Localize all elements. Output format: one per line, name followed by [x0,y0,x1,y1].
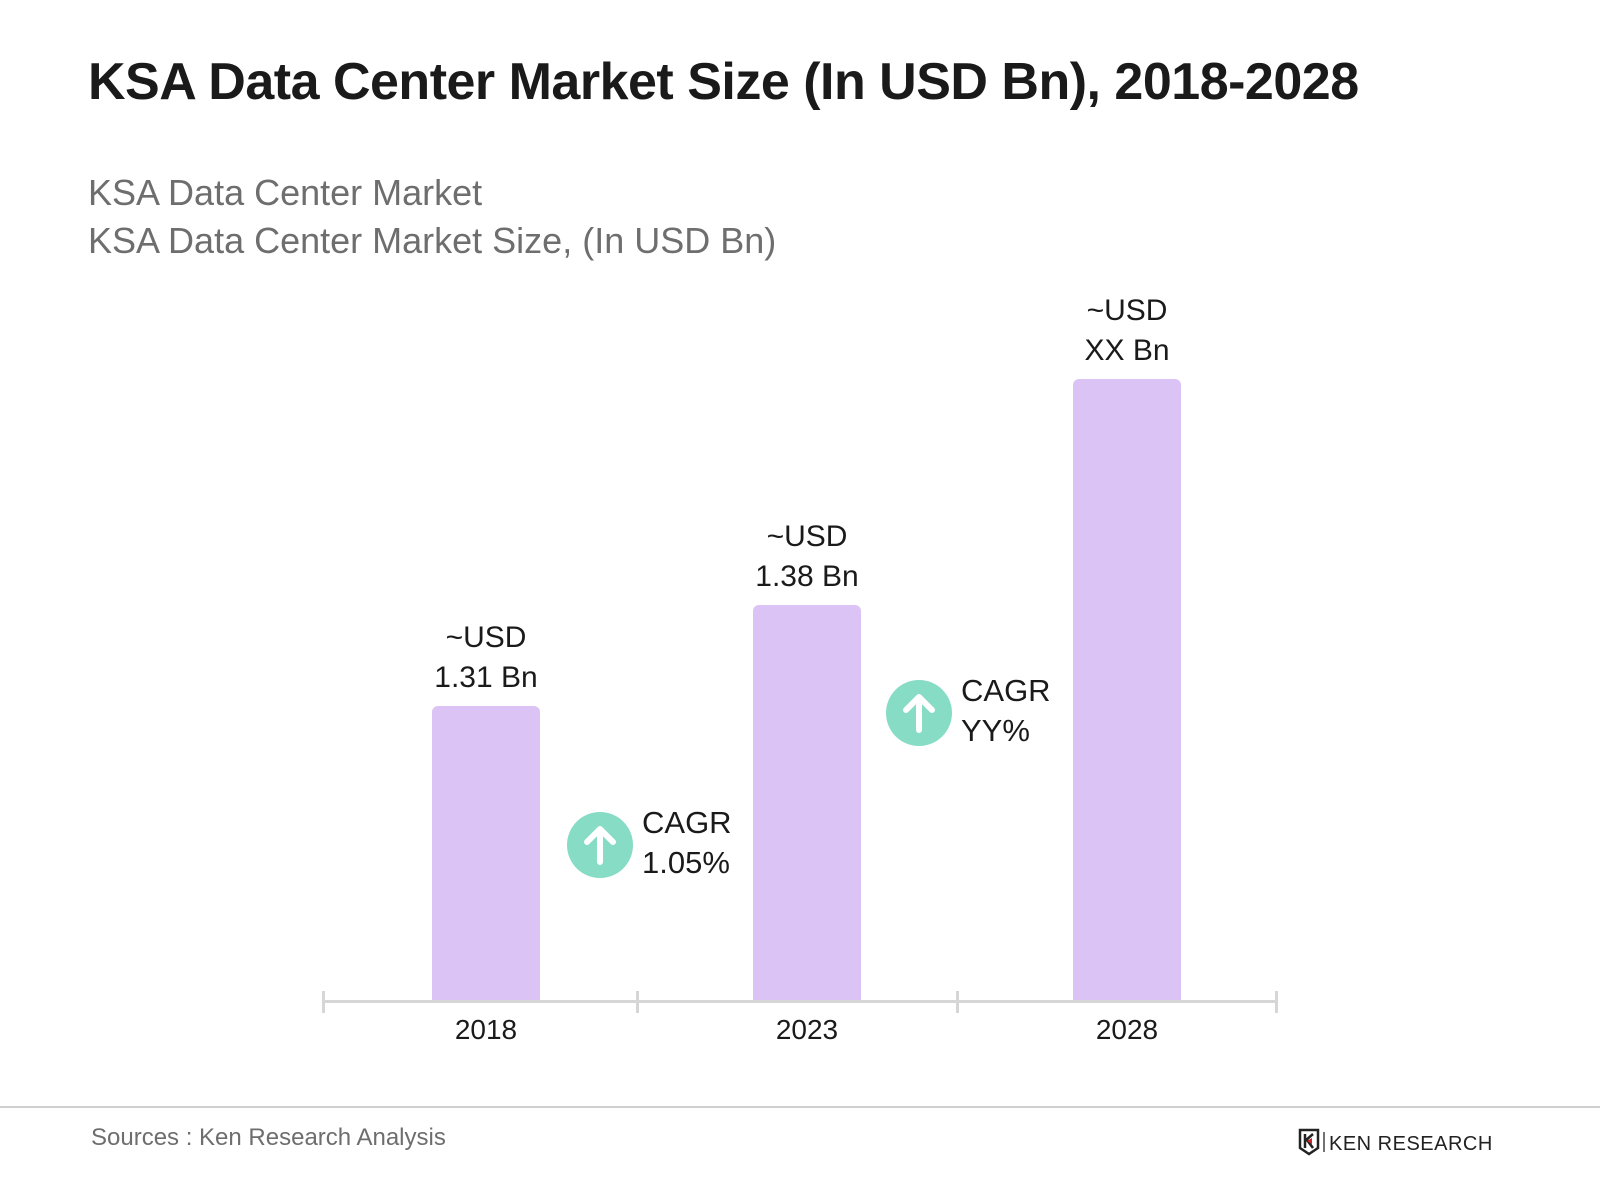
cagr-value: YY% [961,713,1030,748]
bar-2028 [1073,379,1181,1001]
bar-2023 [753,605,861,1001]
data-label-line1: ~USD [1086,294,1168,327]
data-label-2018: ~USD 1.31 Bn [386,618,586,698]
chart-subtitle-2: KSA Data Center Market Size, (In USD Bn) [88,220,777,261]
arrow-up-icon [886,680,952,746]
chart-subtitle-1: KSA Data Center Market [88,172,483,213]
axis-tick [1275,991,1278,1013]
source-note: Sources : Ken Research Analysis [91,1124,446,1151]
arrow-up-icon [567,812,633,878]
axis-tick [636,991,639,1013]
data-label-line2: 1.38 Bn [755,560,859,593]
cagr-label: CAGR [642,805,732,840]
axis-tick [322,991,325,1013]
footer-divider [0,1106,1600,1108]
data-label-line2: 1.31 Bn [434,661,538,694]
x-tick-label-2023: 2023 [775,1014,839,1045]
cagr-annotation: CAGR 1.05% [642,803,732,883]
svg-text:KEN RESEARCH: KEN RESEARCH [1329,1133,1493,1155]
chart-title: KSA Data Center Market Size (In USD Bn),… [88,53,1359,111]
data-label-2028: ~USD XX Bn [1027,291,1227,371]
cagr-label: CAGR [961,673,1051,708]
cagr-annotation: CAGR YY% [961,671,1051,751]
data-label-line1: ~USD [445,621,527,654]
ken-research-logo: KEN RESEARCH [1298,1128,1508,1161]
x-axis-line [323,1000,1277,1003]
data-label-2023: ~USD 1.38 Bn [707,517,907,597]
cagr-value: 1.05% [642,845,730,880]
bar-2018 [432,706,540,1001]
axis-tick [956,991,959,1013]
data-label-line1: ~USD [766,520,848,553]
x-tick-label-2028: 2028 [1095,1014,1159,1045]
x-tick-label-2018: 2018 [454,1014,518,1045]
data-label-line2: XX Bn [1084,334,1170,367]
